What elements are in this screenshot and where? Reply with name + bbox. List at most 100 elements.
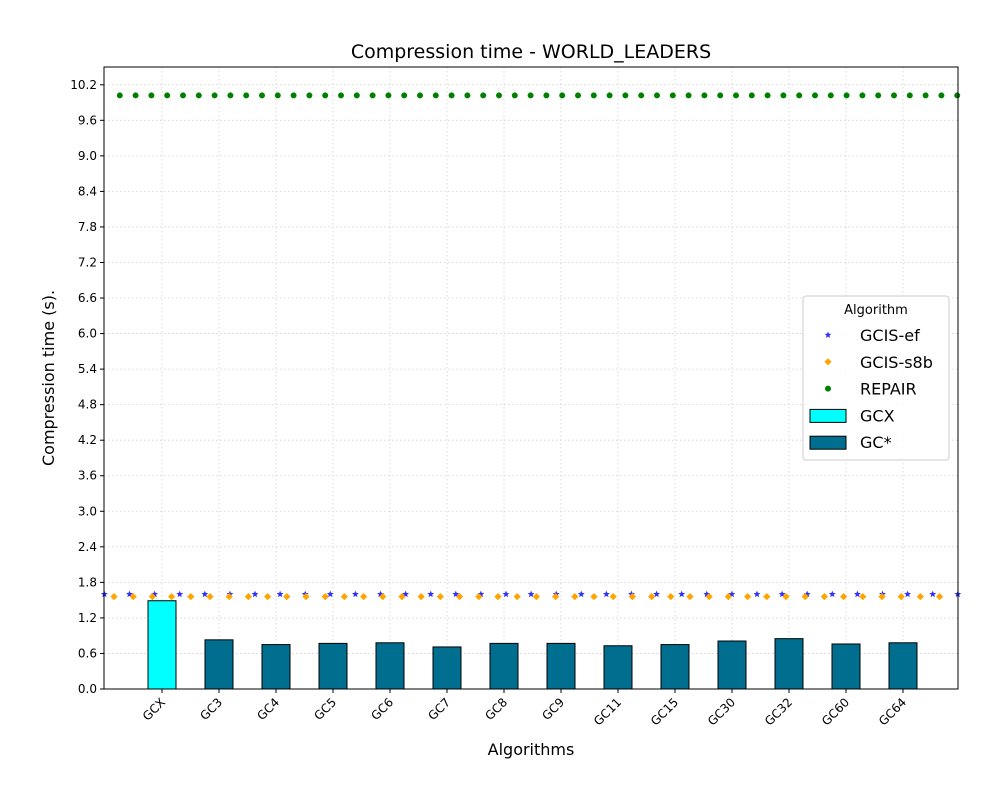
gcis-s8b-marker	[379, 592, 387, 601]
x-tick-label-gc30: GC30	[705, 695, 738, 728]
gcis-ef-marker	[753, 590, 761, 598]
bar-gc60	[831, 643, 861, 690]
gcis-s8b-marker	[916, 592, 924, 601]
gcis-s8b-marker	[763, 592, 771, 601]
repair-marker	[306, 92, 313, 99]
repair-marker	[148, 92, 155, 99]
repair-marker	[654, 92, 660, 99]
gcis-s8b-marker	[206, 592, 214, 601]
gcis-ef-marker	[326, 590, 334, 598]
x-tick-label-gc11: GC11	[591, 695, 624, 728]
repair-marker	[274, 92, 281, 99]
repair-marker	[875, 92, 882, 99]
gcis-s8b-marker	[417, 592, 425, 601]
bar-gc9	[546, 642, 576, 690]
y-tick-label: 0.6	[78, 646, 97, 660]
gcis-s8b-marker	[878, 592, 886, 601]
gcis-s8b-marker	[187, 592, 195, 601]
gcis-ef-marker	[351, 590, 359, 598]
repair-marker	[385, 92, 392, 99]
bar-gc8	[489, 642, 519, 690]
repair-marker	[859, 92, 866, 99]
legend-swatch	[809, 435, 847, 450]
x-tick-label-gc5: GC5	[311, 695, 339, 723]
legend-marker	[824, 331, 832, 338]
plot-frame	[103, 66, 959, 690]
gcis-s8b-marker	[667, 592, 675, 601]
gcis-s8b-marker	[110, 592, 118, 601]
repair-marker	[764, 92, 771, 99]
gcis-s8b-marker	[436, 592, 444, 601]
repair-marker	[448, 92, 455, 99]
x-tick-label-gc3: GC3	[197, 695, 225, 723]
gcis-s8b-marker	[686, 592, 694, 601]
gcis-s8b-marker	[456, 592, 464, 601]
gcis-ef-marker	[502, 590, 510, 598]
reference-markers	[100, 92, 962, 601]
y-tick-label: 4.2	[78, 433, 97, 447]
gcis-s8b-marker	[168, 592, 176, 601]
repair-marker	[954, 92, 961, 99]
legend: Algorithm GCIS-ef GCIS-s8b REPAIR GCX GC*	[802, 295, 950, 461]
legend-label: GCX	[860, 406, 895, 425]
repair-marker	[622, 92, 629, 99]
repair-marker	[116, 92, 123, 99]
legend-entry-gcx: GCX	[809, 406, 895, 425]
y-tick-label: 10.2	[70, 78, 97, 92]
y-tick-label: 4.8	[78, 398, 97, 412]
legend-label: REPAIR	[860, 380, 917, 399]
bar-gc6	[375, 642, 405, 690]
gcis-s8b-marker	[340, 592, 348, 601]
repair-marker	[796, 92, 803, 99]
x-tick-label-gc9: GC9	[539, 695, 567, 723]
repair-marker	[590, 92, 597, 99]
gcis-ef-marker	[251, 590, 259, 598]
legend-label: GCIS-ef	[860, 326, 920, 345]
repair-marker	[638, 92, 645, 99]
y-tick-label: 9.0	[78, 149, 97, 163]
repair-marker	[227, 92, 234, 99]
repair-marker	[906, 92, 913, 99]
bar-gc5	[318, 642, 348, 690]
gcis-s8b-marker	[609, 592, 617, 601]
x-axis: GCX GC3 GC4 GC5 GC6 GC7 GC8 GC9 GC11 GC15 GC30 GC32…	[140, 689, 909, 728]
repair-marker	[938, 92, 945, 99]
repair-marker	[132, 92, 139, 99]
repair-marker	[195, 92, 202, 99]
repair-marker	[338, 92, 344, 99]
gcis-s8b-marker	[129, 592, 137, 601]
repair-marker	[353, 92, 360, 99]
repair-marker	[243, 92, 250, 99]
gcis-ef-marker	[853, 590, 861, 598]
y-tick-label: 5.4	[78, 362, 97, 376]
gcis-s8b-marker	[302, 592, 310, 601]
gcis-s8b-marker	[840, 592, 848, 601]
y-tick-label: 6.0	[78, 327, 97, 341]
x-axis-label: Algorithms	[488, 740, 575, 759]
repair-marker	[164, 92, 171, 99]
repair-marker	[891, 92, 897, 99]
gcis-s8b-marker	[398, 592, 406, 601]
gcis-s8b-marker	[225, 592, 233, 601]
repair-marker	[827, 92, 834, 99]
bar-gc30	[717, 640, 747, 690]
legend-title: Algorithm	[844, 303, 908, 318]
repair-marker	[748, 92, 755, 99]
repair-marker	[543, 92, 550, 99]
y-tick-label: 3.6	[78, 469, 97, 483]
gcis-s8b-marker	[475, 592, 483, 601]
y-tick-label: 8.4	[78, 184, 97, 198]
y-tick-label: 0.0	[78, 682, 97, 696]
bar-gc4	[261, 644, 291, 690]
repair-marker	[701, 92, 708, 99]
gcis-ef-marker	[929, 590, 937, 598]
legend-marker	[824, 358, 832, 366]
gcis-s8b-marker	[801, 592, 809, 601]
repair-marker	[322, 92, 329, 99]
repair-marker	[290, 92, 297, 99]
repair-marker	[511, 92, 518, 99]
repair-marker	[922, 92, 929, 99]
gcis-s8b-marker	[628, 592, 636, 601]
gcis-s8b-marker	[264, 592, 272, 601]
repair-marker	[780, 92, 787, 99]
